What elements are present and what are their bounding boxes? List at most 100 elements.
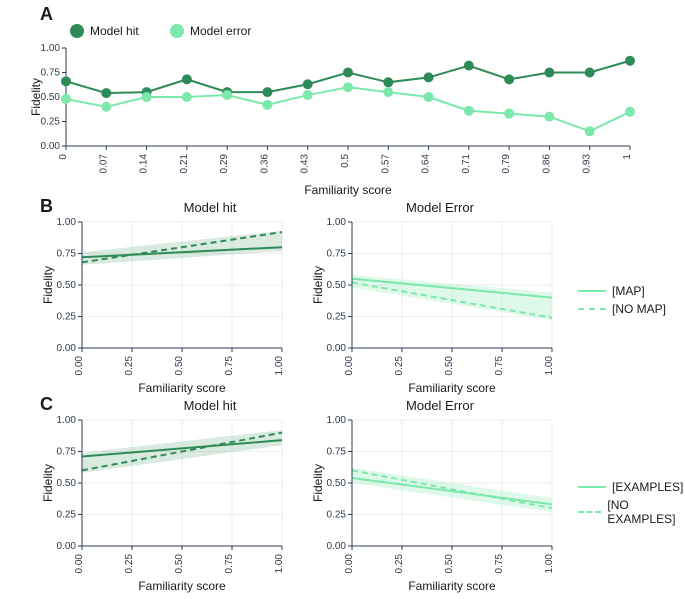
svg-text:0.75: 0.75 [327, 447, 347, 458]
svg-text:0.71: 0.71 [461, 154, 472, 174]
legend-c-solid-label: [EXAMPLES] [612, 480, 683, 494]
svg-text:0.75: 0.75 [41, 68, 61, 79]
panel-letter-b: B [40, 196, 53, 217]
legend-b-dashed-line [578, 308, 606, 310]
legend-a-hit-swatch [70, 24, 84, 38]
svg-text:0.75: 0.75 [57, 447, 77, 458]
svg-text:0.57: 0.57 [380, 154, 391, 174]
legend-b-solid-label: [MAP] [612, 284, 645, 298]
svg-text:0.75: 0.75 [494, 356, 505, 376]
svg-text:0.50: 0.50 [57, 478, 77, 489]
legend-b-dashed-label: [NO MAP] [612, 302, 666, 316]
svg-text:0.00: 0.00 [41, 141, 61, 152]
svg-text:0.50: 0.50 [41, 92, 61, 103]
svg-text:0.00: 0.00 [57, 541, 77, 552]
svg-text:Fidelity: Fidelity [41, 464, 55, 502]
legend-a-hit-label: Model hit [90, 24, 139, 38]
svg-text:0.50: 0.50 [444, 554, 455, 574]
svg-text:0.86: 0.86 [541, 154, 552, 174]
svg-text:0.50: 0.50 [174, 554, 185, 574]
svg-text:0.00: 0.00 [344, 356, 355, 376]
figure-root: A B C Model hit Model error 0.000.250.50… [0, 0, 685, 599]
svg-text:0.50: 0.50 [327, 280, 347, 291]
svg-text:1.00: 1.00 [544, 554, 555, 574]
svg-text:0.00: 0.00 [74, 356, 85, 376]
svg-text:0.14: 0.14 [139, 154, 150, 174]
svg-text:0.25: 0.25 [41, 117, 61, 128]
svg-text:0.25: 0.25 [394, 554, 405, 574]
svg-text:0.00: 0.00 [57, 343, 77, 354]
panel-a-chart: 0.00 0.25 0.50 0.75 1.00 0 0.07 0.14 0.21 0.29 0.3… [30, 38, 640, 198]
svg-text:0.00: 0.00 [74, 554, 85, 574]
panel-c-right-title: Model Error [360, 398, 520, 413]
svg-text:0.75: 0.75 [224, 554, 235, 574]
legend-b-solid: [MAP] [578, 284, 645, 298]
svg-text:0.75: 0.75 [494, 554, 505, 574]
svg-text:0.75: 0.75 [327, 249, 347, 260]
svg-text:Familiarity score: Familiarity score [408, 381, 496, 395]
legend-a-hit: Model hit [70, 24, 139, 38]
svg-text:Fidelity: Fidelity [30, 78, 43, 116]
panel-b-right-title: Model Error [360, 200, 520, 215]
panel-c-left-chart: 0.00 0.25 0.50 0.75 1.00 0.00 0.25 0.50 0.75 1.00… [40, 414, 290, 594]
svg-text:0.29: 0.29 [219, 154, 230, 174]
panel-letter-c: C [40, 394, 53, 415]
legend-a-error-label: Model error [190, 24, 251, 38]
svg-text:0: 0 [58, 154, 69, 160]
svg-text:0.25: 0.25 [327, 510, 347, 521]
svg-text:Familiarity score: Familiarity score [138, 579, 226, 593]
svg-text:Fidelity: Fidelity [311, 266, 325, 304]
svg-text:Familiarity score: Familiarity score [304, 183, 392, 197]
svg-text:1.00: 1.00 [57, 415, 77, 426]
panel-c-left-title: Model hit [130, 398, 290, 413]
legend-b-dashed: [NO MAP] [578, 302, 666, 316]
svg-text:Familiarity score: Familiarity score [138, 381, 226, 395]
svg-text:0.50: 0.50 [57, 280, 77, 291]
svg-text:0.25: 0.25 [57, 510, 77, 521]
svg-text:0.07: 0.07 [98, 154, 109, 174]
legend-a-error: Model error [170, 24, 251, 38]
svg-text:1.00: 1.00 [327, 217, 347, 228]
svg-text:1: 1 [622, 154, 633, 160]
svg-text:1.00: 1.00 [41, 43, 61, 54]
svg-text:0.25: 0.25 [394, 356, 405, 376]
legend-c-dashed-label: [NO EXAMPLES] [607, 498, 685, 526]
svg-text:0.75: 0.75 [224, 356, 235, 376]
panel-letter-a: A [40, 4, 53, 25]
svg-text:0.93: 0.93 [582, 154, 593, 174]
svg-text:1.00: 1.00 [544, 356, 555, 376]
svg-text:0.00: 0.00 [327, 541, 347, 552]
legend-b-solid-line [578, 290, 606, 292]
svg-text:0.36: 0.36 [259, 154, 270, 174]
svg-text:Fidelity: Fidelity [41, 266, 55, 304]
svg-text:0.43: 0.43 [300, 154, 311, 174]
panel-b-left-title: Model hit [130, 200, 290, 215]
svg-text:0.00: 0.00 [344, 554, 355, 574]
svg-text:0.25: 0.25 [57, 312, 77, 323]
legend-c-dashed: [NO EXAMPLES] [578, 498, 685, 526]
svg-text:Familiarity score: Familiarity score [408, 579, 496, 593]
svg-text:0.75: 0.75 [57, 249, 77, 260]
svg-text:0.5: 0.5 [340, 154, 351, 168]
svg-text:0.21: 0.21 [179, 154, 190, 174]
panel-b-left-chart: 0.00 0.25 0.50 0.75 1.00 0.00 0.25 0.50 0.75 1.00… [40, 216, 290, 396]
legend-c-dashed-line [578, 511, 601, 513]
svg-text:0.50: 0.50 [327, 478, 347, 489]
svg-text:0.25: 0.25 [124, 356, 135, 376]
svg-text:1.00: 1.00 [274, 356, 285, 376]
legend-c-solid-line [578, 486, 606, 488]
svg-text:1.00: 1.00 [57, 217, 77, 228]
legend-a-error-swatch [170, 24, 184, 38]
svg-text:1.00: 1.00 [274, 554, 285, 574]
svg-text:1.00: 1.00 [327, 415, 347, 426]
svg-text:Fidelity: Fidelity [311, 464, 325, 502]
svg-text:0.50: 0.50 [444, 356, 455, 376]
svg-text:0.79: 0.79 [501, 154, 512, 174]
svg-text:0.64: 0.64 [421, 154, 432, 174]
svg-text:0.00: 0.00 [327, 343, 347, 354]
svg-text:0.50: 0.50 [174, 356, 185, 376]
panel-c-right-chart: 0.00 0.25 0.50 0.75 1.00 0.00 0.25 0.50 0.75 1.00… [310, 414, 560, 594]
svg-text:0.25: 0.25 [327, 312, 347, 323]
svg-text:0.25: 0.25 [124, 554, 135, 574]
panel-b-right-chart: 0.00 0.25 0.50 0.75 1.00 0.00 0.25 0.50 0.75 1.00… [310, 216, 560, 396]
